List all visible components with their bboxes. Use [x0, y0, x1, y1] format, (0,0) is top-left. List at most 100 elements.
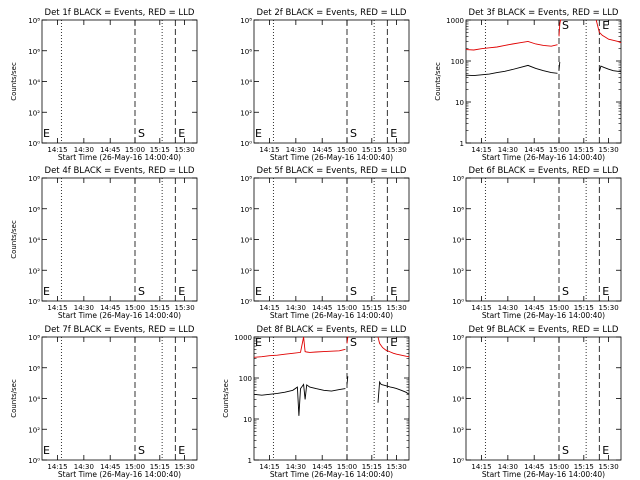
x-axis-label: Start Time (26-May-16 14:00:40) [58, 153, 181, 162]
series-lld-line [346, 336, 349, 344]
x-tick-label: 14:30 [286, 463, 306, 471]
x-tick-label: 15:15 [574, 146, 594, 154]
y-tick-label: 1 [460, 140, 464, 148]
y-axis-label: Counts/sec [10, 62, 18, 101]
y-tick-label: 10⁴ [28, 79, 40, 87]
x-tick-label: 14:15 [47, 463, 67, 471]
y-tick-label: 10⁶ [452, 206, 464, 214]
x-tick-label: 15:00 [125, 304, 145, 312]
y-tick-label: 10⁸ [28, 175, 40, 183]
y-tick-label: 10⁸ [28, 17, 40, 25]
plot-frame [465, 19, 622, 144]
x-tick-label: 14:15 [259, 463, 279, 471]
y-tick-label: 10⁴ [452, 396, 464, 404]
event-marker-label: E [43, 285, 50, 298]
detector-panel-4: Det 4f BLACK = Events, RED = LLD 10⁸ 10⁶ 10… [10, 166, 198, 320]
panel-title: Det 7f BLACK = Events, RED = LLD [45, 325, 195, 335]
x-tick-label: 15:30 [387, 463, 407, 471]
x-tick-label: 15:00 [549, 463, 569, 471]
y-axis-label: Counts/sec [10, 379, 18, 418]
plot-frame [253, 336, 410, 461]
x-axis-label: Start Time (26-May-16 14:00:40) [482, 470, 605, 479]
x-tick-label: 14:15 [471, 463, 491, 471]
x-axis-label: Start Time (26-May-16 14:00:40) [270, 311, 393, 320]
y-tick-label: 10⁶ [240, 206, 252, 214]
y-tick-label: 10 [455, 99, 464, 107]
event-marker-label: S [562, 19, 569, 32]
x-tick-label: 15:00 [125, 146, 145, 154]
y-tick-label: 10⁶ [28, 48, 40, 56]
y-tick-label: 10⁶ [28, 365, 40, 373]
event-marker-label: E [255, 336, 262, 349]
x-tick-label: 14:30 [286, 146, 306, 154]
x-tick-label: 15:00 [125, 463, 145, 471]
series-lld-line [253, 336, 346, 358]
x-tick-label: 14:15 [471, 304, 491, 312]
x-tick-label: 14:45 [312, 146, 332, 154]
x-tick-label: 14:15 [471, 146, 491, 154]
y-tick-label: 10² [28, 109, 40, 117]
x-axis-label: Start Time (26-May-16 14:00:40) [58, 470, 181, 479]
event-marker-label: S [350, 127, 357, 140]
series-events-line [377, 380, 410, 403]
event-marker-label: E [255, 127, 262, 140]
y-tick-label: 10⁶ [28, 206, 40, 214]
y-tick-label: 10⁶ [240, 48, 252, 56]
x-tick-label: 14:30 [74, 146, 94, 154]
series-events-line [346, 376, 349, 385]
y-axis-label: Counts/sec [10, 220, 18, 259]
panel-title: Det 8f BLACK = Events, RED = LLD [257, 325, 407, 335]
detector-panel-5: Det 5f BLACK = Events, RED = LLD 10⁸ 10⁶ 10… [240, 166, 410, 320]
event-marker-label: E [255, 285, 262, 298]
y-axis-label: Counts/sec [434, 62, 442, 101]
y-tick-label: 10⁰ [452, 298, 464, 306]
event-marker-label: S [350, 285, 357, 298]
y-tick-label: 10² [452, 426, 464, 434]
event-marker-label: E [602, 285, 609, 298]
panel-title: Det 5f BLACK = Events, RED = LLD [257, 166, 407, 176]
x-tick-label: 15:30 [175, 146, 195, 154]
x-tick-label: 15:15 [574, 463, 594, 471]
x-tick-label: 14:30 [498, 304, 518, 312]
plot-frame [253, 177, 410, 302]
y-tick-label: 10² [240, 267, 252, 275]
y-tick-label: 10⁴ [28, 237, 40, 245]
x-axis-label: Start Time (26-May-16 14:00:40) [270, 470, 393, 479]
event-marker-label: E [390, 285, 397, 298]
y-tick-label: 10⁸ [240, 175, 252, 183]
detector-panel-3: Det 3f BLACK = Events, RED = LLD 1000 100 1… [434, 8, 622, 162]
panel-title: Det 4f BLACK = Events, RED = LLD [45, 166, 195, 176]
event-marker-label: E [178, 285, 185, 298]
detector-panel-9: Det 9f BLACK = Events, RED = LLD 10⁸ 10⁶ 10… [452, 325, 622, 479]
y-tick-label: 100 [451, 58, 464, 66]
panel-title: Det 3f BLACK = Events, RED = LLD [469, 8, 619, 18]
y-axis-label: Counts/sec [222, 379, 230, 418]
detector-panel-2: Det 2f BLACK = Events, RED = LLD 10⁸ 10⁶ 10… [240, 8, 410, 162]
event-marker-label: E [602, 19, 609, 32]
x-tick-label: 14:45 [100, 146, 120, 154]
plot-frame [253, 19, 410, 144]
event-marker-label: S [138, 444, 145, 457]
x-axis-label: Start Time (26-May-16 14:00:40) [482, 153, 605, 162]
x-tick-label: 15:00 [337, 304, 357, 312]
plot-frame [41, 19, 198, 144]
x-tick-label: 14:45 [100, 463, 120, 471]
y-tick-label: 10² [28, 267, 40, 275]
series-events-line [465, 64, 558, 77]
x-tick-label: 14:15 [259, 146, 279, 154]
event-marker-label: E [602, 444, 609, 457]
x-tick-label: 14:45 [524, 463, 544, 471]
event-marker-label: E [178, 444, 185, 457]
y-tick-label: 10⁰ [28, 140, 40, 148]
event-marker-label: E [390, 336, 397, 349]
x-tick-label: 15:15 [150, 146, 170, 154]
x-axis-label: Start Time (26-May-16 14:00:40) [270, 153, 393, 162]
x-tick-label: 15:15 [574, 304, 594, 312]
y-tick-label: 10⁰ [28, 298, 40, 306]
event-marker-label: E [43, 444, 50, 457]
x-tick-label: 15:30 [599, 146, 619, 154]
x-tick-label: 15:15 [362, 304, 382, 312]
y-tick-label: 10² [28, 426, 40, 434]
x-tick-label: 15:15 [362, 146, 382, 154]
